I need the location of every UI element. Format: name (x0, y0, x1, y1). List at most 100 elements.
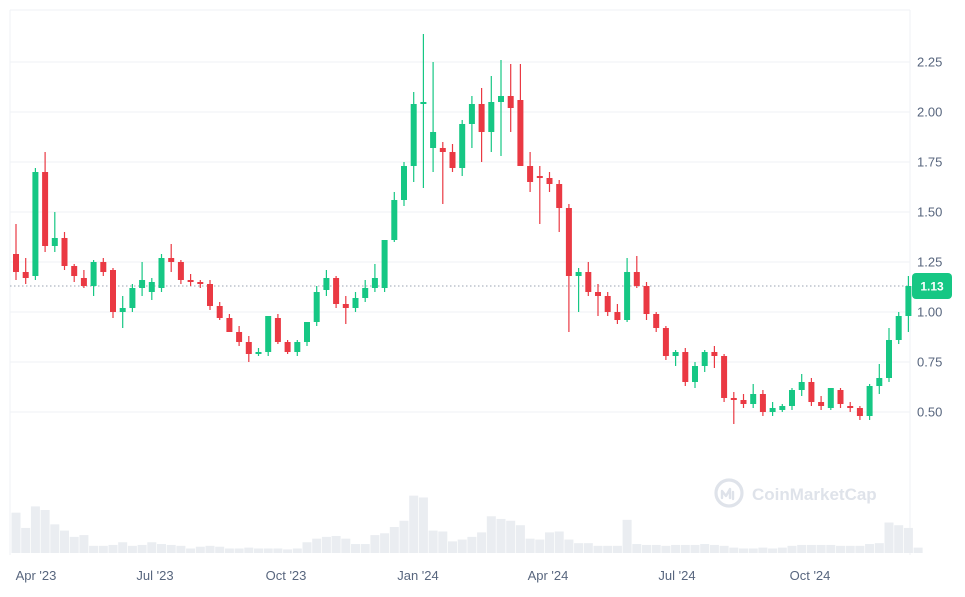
volume-bar (554, 531, 564, 553)
candle (672, 350, 679, 366)
candle (779, 404, 786, 412)
volume-bar (389, 527, 399, 553)
volume-bar (283, 549, 293, 553)
volume-bar (632, 544, 642, 553)
candle (818, 396, 825, 410)
candle-body (750, 394, 757, 404)
candle-body (148, 282, 155, 292)
candle-body (391, 200, 398, 240)
candle (488, 76, 495, 152)
candle (207, 280, 213, 310)
candle (643, 282, 650, 320)
candle-body (585, 272, 592, 292)
volume-bar (806, 544, 816, 553)
current-price-badge: 1.13 (912, 273, 952, 299)
x-tick-label: Apr '23 (16, 568, 57, 583)
candle-body (546, 178, 553, 184)
candle-body (643, 286, 650, 314)
volume-bar (865, 544, 875, 553)
candle (148, 278, 155, 300)
candle (905, 276, 912, 332)
candle (381, 240, 388, 292)
candle (459, 120, 466, 176)
candle (895, 312, 902, 344)
volume-bar (50, 524, 60, 553)
candle-body (410, 104, 417, 166)
candle-body (536, 176, 543, 178)
candle (740, 394, 747, 408)
candle (110, 268, 116, 318)
candle-body (468, 104, 475, 124)
volume-bar (195, 546, 205, 553)
volume-bar (30, 506, 40, 553)
volume-bar (11, 512, 21, 553)
volume-bar (690, 544, 700, 553)
candle-body (866, 386, 873, 416)
candle (856, 406, 863, 420)
candle-body (847, 406, 854, 408)
candle-body (565, 208, 572, 276)
candle (866, 384, 873, 420)
candle (624, 258, 631, 322)
volume-bar (448, 541, 457, 553)
watermark-text: CoinMarketCap (752, 485, 877, 504)
candle (847, 402, 854, 412)
volume-bar (137, 544, 147, 553)
candle-body (527, 166, 534, 182)
candle (323, 270, 330, 296)
candle (13, 224, 19, 280)
candle (226, 314, 233, 332)
volume-bar (108, 544, 118, 553)
volume-bar (428, 530, 438, 553)
volume-bar (176, 545, 186, 553)
volume-bar (166, 544, 176, 553)
volume-bar (244, 547, 254, 553)
volume-bar (477, 532, 487, 553)
candle-body (856, 408, 863, 416)
volume-bar (874, 543, 884, 553)
candle (274, 314, 281, 344)
y-tick-label: 1.25 (917, 255, 942, 270)
volume-bar (816, 544, 826, 553)
candle (100, 258, 107, 276)
candle-body (168, 258, 175, 262)
volume-bar (205, 545, 215, 553)
volume-bar (380, 533, 390, 553)
candle-body (759, 394, 766, 412)
volume-bars (11, 495, 923, 553)
candle-body (682, 352, 689, 382)
candle-body (692, 366, 698, 382)
candle-body (216, 306, 223, 318)
candle (769, 402, 776, 416)
candle-body (439, 148, 446, 152)
coinmarketcap-logo-icon (714, 478, 744, 508)
candle-body (139, 280, 146, 288)
volume-bar (545, 532, 554, 553)
candle-body (672, 352, 679, 356)
volume-bar (234, 548, 244, 553)
volume-bar (671, 544, 681, 553)
candle (352, 292, 359, 312)
candle (71, 264, 78, 282)
candle (80, 270, 87, 288)
x-tick-label: Oct '23 (266, 568, 307, 583)
volume-bar (370, 535, 380, 553)
candle-body (711, 352, 718, 356)
volume-bar (845, 545, 855, 553)
candle-body (42, 172, 49, 246)
candle (410, 92, 417, 182)
candle-body (22, 272, 29, 278)
volume-bar (312, 538, 322, 553)
volume-bar (147, 542, 157, 553)
volume-bar (127, 545, 137, 553)
volume-bar (748, 548, 758, 553)
volume-bar (564, 539, 574, 553)
candle-body (624, 272, 631, 320)
volume-bar (913, 547, 923, 553)
volume-bar (903, 527, 913, 553)
candle (22, 258, 29, 284)
volume-bar (515, 525, 525, 553)
volume-bar (642, 544, 651, 553)
volume-bar (331, 535, 341, 553)
volume-bar (603, 545, 613, 553)
